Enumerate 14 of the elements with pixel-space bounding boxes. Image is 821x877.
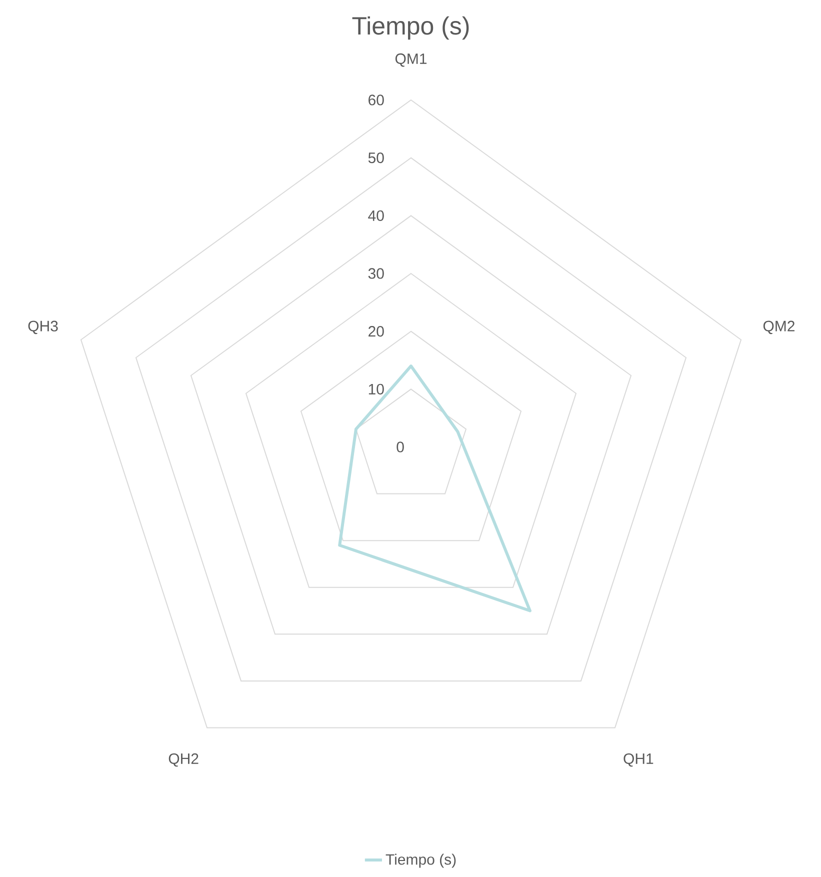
spoke-label: QM1 (395, 53, 427, 67)
legend-label: Tiempo (s) (386, 854, 456, 868)
y-tick-label: 10 (368, 384, 384, 394)
chart-title: Tiempo (s) (352, 16, 469, 40)
spoke-label: QH3 (28, 320, 58, 334)
spoke-label: QH2 (168, 753, 198, 767)
y-tick-label: 50 (368, 152, 384, 164)
y-tick-label: 40 (368, 210, 384, 221)
spoke-label: QM2 (763, 320, 794, 334)
y-tick-label: 0 (396, 442, 404, 452)
y-tick-label: 60 (368, 94, 384, 106)
spoke-label: QH1 (624, 753, 654, 767)
y-tick-label: 30 (368, 268, 384, 279)
y-tick-label: 20 (368, 326, 384, 337)
